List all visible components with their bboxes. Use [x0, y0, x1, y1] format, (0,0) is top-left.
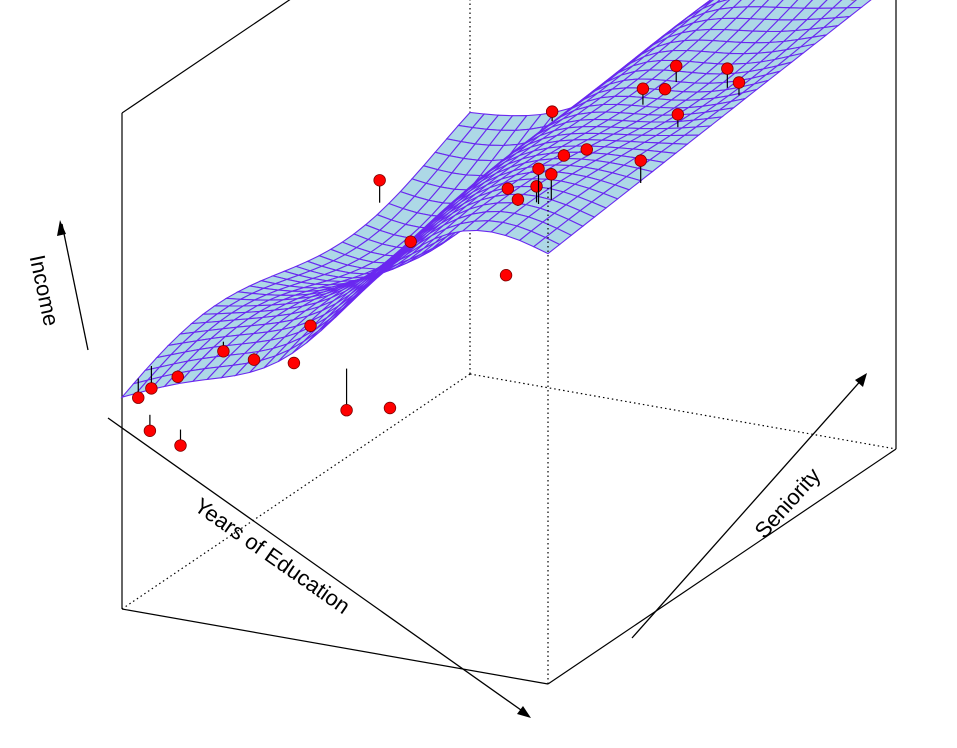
box-edge-bottom: [121, 608, 549, 685]
box-edge-hidden: [469, 373, 897, 450]
data-point: [174, 439, 187, 452]
data-point: [171, 370, 184, 384]
data-point: [658, 82, 672, 96]
data-point: [383, 401, 397, 415]
education-axis-arrow: [107, 417, 529, 716]
zlabel: Income: [25, 253, 64, 329]
observation-points: [132, 0, 855, 452]
axes: Income Years of Education Seniority: [25, 220, 867, 718]
surface-cell: [532, 236, 561, 255]
data-point: [732, 76, 746, 89]
data-point: [132, 391, 145, 404]
data-point: [404, 235, 417, 248]
data-point: [499, 269, 513, 282]
data-point: [373, 174, 386, 187]
data-point: [145, 382, 158, 395]
data-point: [247, 353, 261, 366]
data-point: [511, 193, 525, 206]
data-point: [217, 345, 230, 358]
bounding-box-front: [121, 188, 897, 685]
data-point: [304, 319, 317, 332]
data-point: [671, 108, 685, 121]
data-point: [532, 162, 545, 176]
xlabel: Years of Education: [190, 493, 355, 619]
data-point: [557, 149, 571, 162]
data-point: [501, 182, 515, 195]
data-point: [545, 168, 558, 181]
data-point: [545, 105, 559, 118]
seniority-axis-arrowhead: [855, 373, 867, 387]
income-axis-arrowhead: [57, 220, 66, 236]
data-point: [143, 424, 157, 438]
box-edge-bottom: [547, 448, 897, 685]
income-axis-arrow: [61, 223, 89, 351]
data-point: [670, 59, 683, 73]
data-point: [721, 62, 734, 75]
data-point: [530, 180, 543, 193]
fitted-surface: [120, 0, 872, 399]
data-point: [634, 154, 647, 167]
education-axis-arrowhead: [517, 706, 531, 718]
data-point: [636, 82, 650, 95]
data-point: [287, 356, 301, 370]
data-point: [580, 143, 593, 156]
seniority-axis-arrow: [631, 376, 865, 639]
data-point: [340, 404, 353, 417]
box-edge-top: [121, 0, 291, 114]
ylabel: Seniority: [750, 463, 826, 543]
